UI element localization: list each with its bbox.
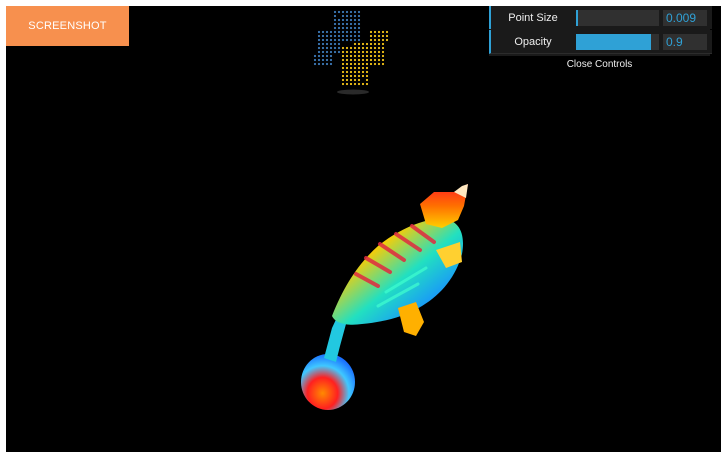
point-cloud-viewer[interactable]: SCREENSHOT [6, 6, 721, 452]
close-controls-button[interactable]: Close Controls [489, 56, 710, 72]
screenshot-button[interactable]: SCREENSHOT [6, 6, 129, 46]
controls-panel: Point Size 0.009 Opacity 0.9 Close Contr… [489, 6, 712, 72]
point-size-label: Point Size [508, 11, 558, 24]
opacity-row: Opacity 0.9 [489, 30, 712, 54]
opacity-slider-fill [576, 34, 651, 50]
point-size-row: Point Size 0.009 [489, 6, 712, 29]
point-size-slider[interactable] [576, 10, 659, 26]
opacity-input[interactable]: 0.9 [663, 34, 707, 50]
opacity-slider[interactable] [576, 34, 659, 50]
point-size-slider-fill [576, 10, 578, 26]
python-logo-icon [313, 10, 389, 95]
point-size-input[interactable]: 0.009 [663, 10, 707, 26]
opacity-label: Opacity [514, 35, 552, 48]
point-cloud-model[interactable] [6, 6, 721, 452]
